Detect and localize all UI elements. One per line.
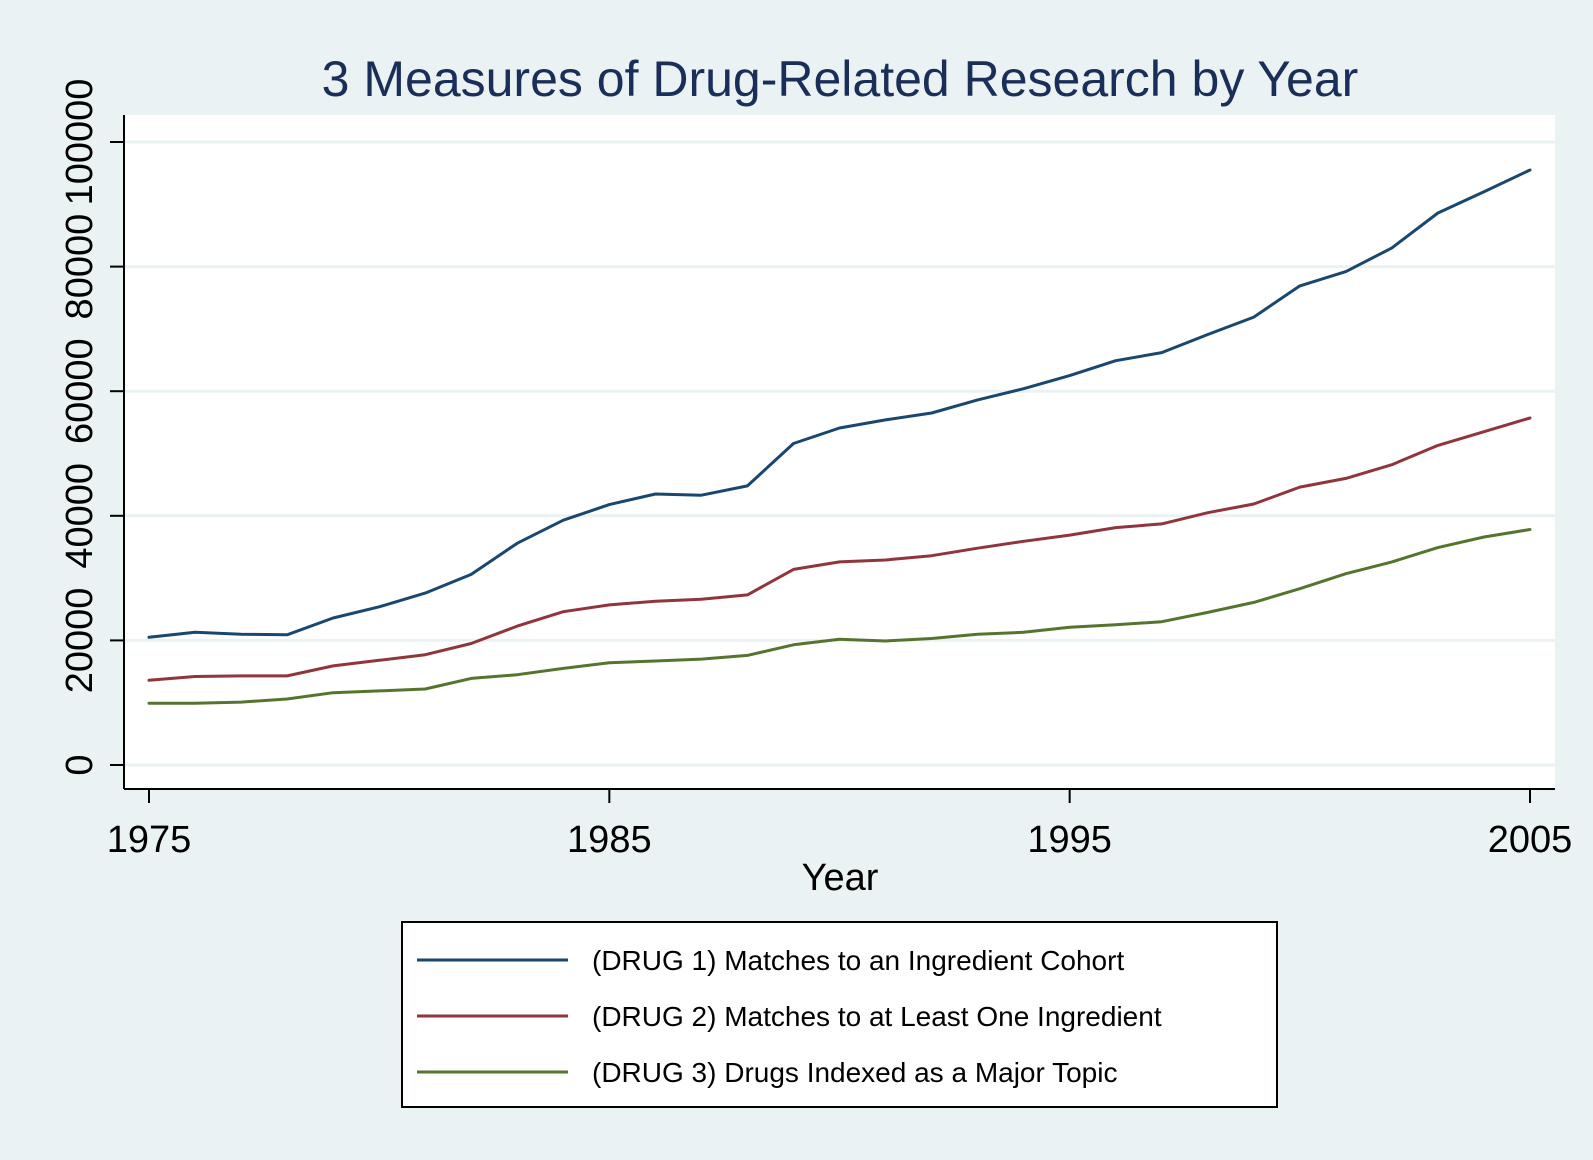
legend-label-drug-3: (DRUG 3) Drugs Indexed as a Major Topic <box>592 1057 1117 1088</box>
y-tick-label: 20000 <box>59 588 101 694</box>
chart-title: 3 Measures of Drug-Related Research by Y… <box>322 51 1359 107</box>
x-tick-label: 1975 <box>107 819 192 861</box>
series-lines <box>147 168 1532 705</box>
legend-label-drug-2: (DRUG 2) Matches to at Least One Ingredi… <box>592 1001 1162 1032</box>
y-tick-label: 40000 <box>59 463 101 569</box>
legend-label-drug-1: (DRUG 1) Matches to an Ingredient Cohort <box>592 945 1124 976</box>
y-tick-label: 0 <box>59 754 101 775</box>
axes: 0 20000 40000 60000 80000 100000 1975 1985 1995 2… <box>59 79 1572 861</box>
y-tick-label: 60000 <box>59 338 101 444</box>
x-tick-label: 2005 <box>1488 819 1573 861</box>
series-line-drug-1 <box>147 168 1532 639</box>
x-tick-label: 1985 <box>567 819 652 861</box>
y-tick-label: 100000 <box>59 79 101 206</box>
plot-area <box>124 115 1555 789</box>
series-line-drug-2 <box>147 416 1532 682</box>
legend: (DRUG 1) Matches to an Ingredient Cohort… <box>401 921 1278 1108</box>
series-line-drug-3 <box>147 528 1532 705</box>
y-tick-label: 80000 <box>59 214 101 320</box>
x-tick-label: 1995 <box>1027 819 1112 861</box>
x-axis-label: Year <box>802 857 879 899</box>
